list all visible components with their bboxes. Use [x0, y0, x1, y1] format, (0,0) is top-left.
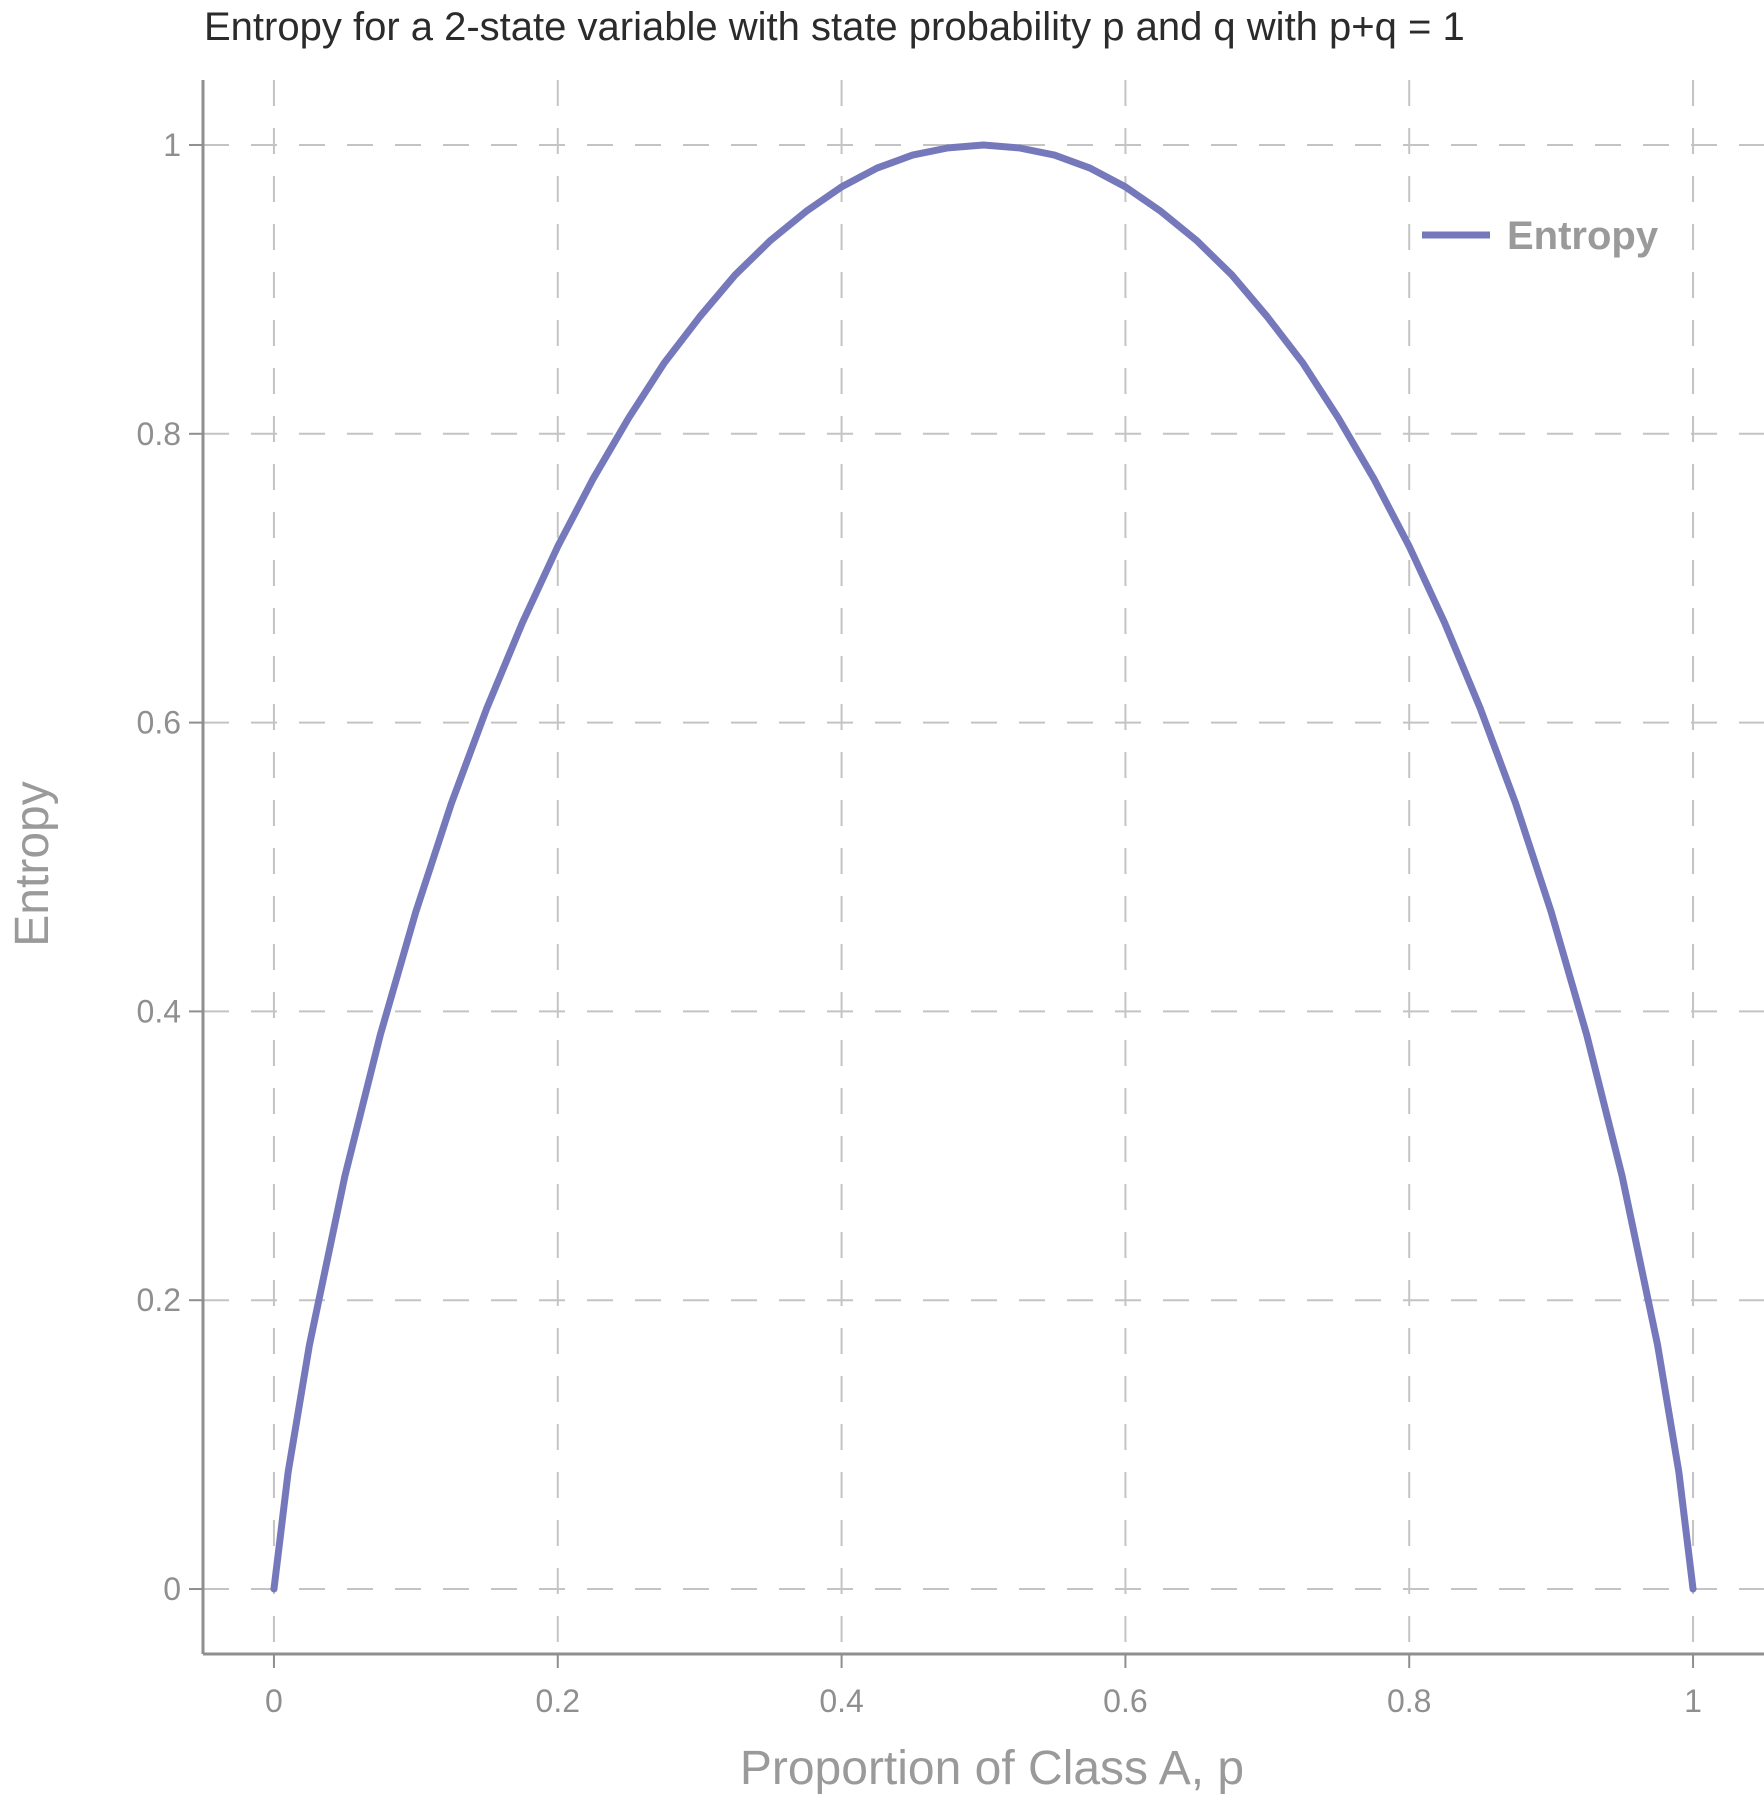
x-tick-label: 0.8 [1387, 1683, 1431, 1719]
x-tick-label: 1 [1684, 1683, 1702, 1719]
ticks: 0 0.2 0.4 0.6 0.8 1 0 0.2 0.4 0.6 0.8 1 [137, 127, 1702, 1719]
x-tick-label: 0.2 [536, 1683, 580, 1719]
y-axis-label: Entropy [6, 781, 59, 946]
grid [203, 80, 1764, 1654]
y-tick-label: 0 [163, 1571, 181, 1607]
y-tick-label: 0.8 [137, 416, 181, 452]
y-tick-label: 0.4 [137, 993, 181, 1029]
x-tick-label: 0.6 [1103, 1683, 1147, 1719]
x-tick-label: 0 [265, 1683, 283, 1719]
entropy-series-line [270, 141, 1697, 1593]
chart-title: Entropy for a 2-state variable with stat… [204, 5, 1465, 49]
y-tick-label: 0.6 [137, 705, 181, 741]
x-tick-label: 0.4 [819, 1683, 863, 1719]
legend-label-entropy: Entropy [1507, 214, 1659, 258]
y-tick-label: 0.2 [137, 1282, 181, 1318]
x-axis-label: Proportion of Class A, p [740, 1742, 1244, 1795]
y-tick-label: 1 [163, 127, 181, 163]
legend: Entropy [1422, 214, 1659, 258]
